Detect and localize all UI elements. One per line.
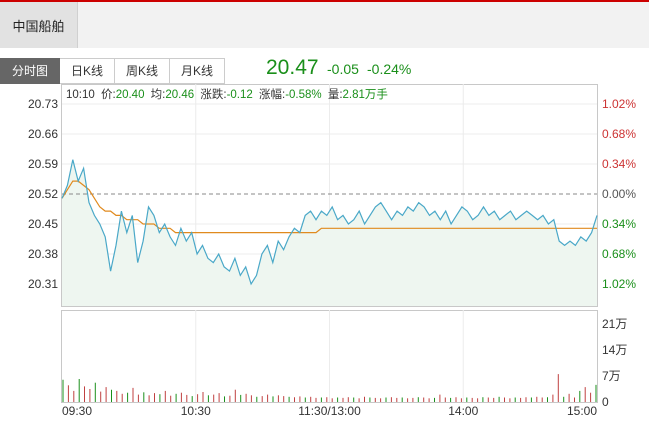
- info-time: 10:10: [66, 89, 95, 101]
- top-bar: 中国船舶: [0, 0, 649, 48]
- info-pct-label: 涨幅:: [259, 88, 285, 101]
- chart-svg: 20.73 20.66 20.59 20.52 20.45 20.38 20.31 1.02…: [28, 84, 636, 418]
- current-price: 20.47: [266, 56, 319, 79]
- info-chg: -0.12: [227, 89, 253, 101]
- price-area-fill: [62, 159, 597, 306]
- price-change: -0.05: [327, 61, 359, 77]
- price-tick-label: 20.52: [28, 187, 58, 201]
- price-change-percent: -0.24%: [367, 61, 412, 77]
- avg-price-line: [61, 180, 597, 234]
- percent-tick-label: 0.68%: [602, 247, 636, 261]
- percent-tick-label: 0.00%: [602, 187, 636, 201]
- stock-name-tab[interactable]: 中国船舶: [0, 2, 78, 48]
- info-pct: -0.58%: [285, 89, 321, 101]
- time-tick-label: 15:00: [567, 404, 597, 418]
- volume-tick-label: 21万: [602, 317, 627, 331]
- percent-tick-label: 0.34%: [602, 157, 636, 171]
- volume-bars: [62, 374, 597, 402]
- time-tick-label: 10:30: [181, 404, 211, 418]
- info-price-label: 价:: [101, 88, 116, 101]
- price-line: [61, 159, 598, 286]
- time-tick-label: 11:30/13:00: [298, 404, 361, 418]
- price-tick-label: 20.31: [28, 277, 58, 291]
- info-avg-label: 均:: [151, 88, 166, 101]
- price-tick-label: 20.45: [28, 217, 58, 231]
- info-price: 20.40: [116, 89, 145, 101]
- info-chg-label: 涨跌:: [200, 87, 226, 101]
- percent-tick-label: 0.34%: [602, 217, 636, 231]
- price-tick-label: 20.38: [28, 247, 58, 261]
- percent-tick-label: 1.02%: [602, 277, 636, 291]
- info-line: 10:10 价:20.40 均:20.46 涨跌:-0.12 涨幅:-0.58%…: [66, 87, 388, 101]
- tab-weekly-k[interactable]: 周K线: [115, 58, 171, 84]
- volume-axis: 21万 14万 7万 0: [602, 317, 627, 409]
- price-axis: 20.73 20.66 20.59 20.52 20.45 20.38 20.31: [28, 97, 58, 291]
- percent-axis: 1.02% 0.68% 0.34% 0.00% 0.34% 0.68% 1.02%: [602, 97, 636, 291]
- period-tabs: 分时图 日K线 周K线 月K线: [0, 58, 226, 84]
- time-tick-label: 14:00: [448, 404, 478, 418]
- intraday-chart: 20.73 20.66 20.59 20.52 20.45 20.38 20.31 1.02…: [0, 84, 649, 429]
- info-avg: 20.46: [165, 89, 194, 101]
- tab-daily-k[interactable]: 日K线: [60, 58, 116, 84]
- time-tick-label: 09:30: [62, 404, 92, 418]
- volume-tick-label: 7万: [602, 369, 621, 383]
- volume-tick-label: 0: [602, 395, 609, 409]
- price-tick-label: 20.73: [28, 97, 58, 111]
- info-vol: 2.81万手: [343, 87, 388, 101]
- tab-monthly-k[interactable]: 月K线: [170, 58, 226, 84]
- percent-tick-label: 1.02%: [602, 97, 636, 111]
- price-tick-label: 20.59: [28, 157, 58, 171]
- percent-tick-label: 0.68%: [602, 127, 636, 141]
- info-vol-label: 量:: [328, 88, 343, 101]
- time-axis: 09:30 10:30 11:30/13:00 14:00 15:00: [62, 404, 597, 418]
- tab-intraday[interactable]: 分时图: [0, 58, 61, 84]
- price-tick-label: 20.66: [28, 127, 58, 141]
- volume-tick-label: 14万: [602, 343, 627, 357]
